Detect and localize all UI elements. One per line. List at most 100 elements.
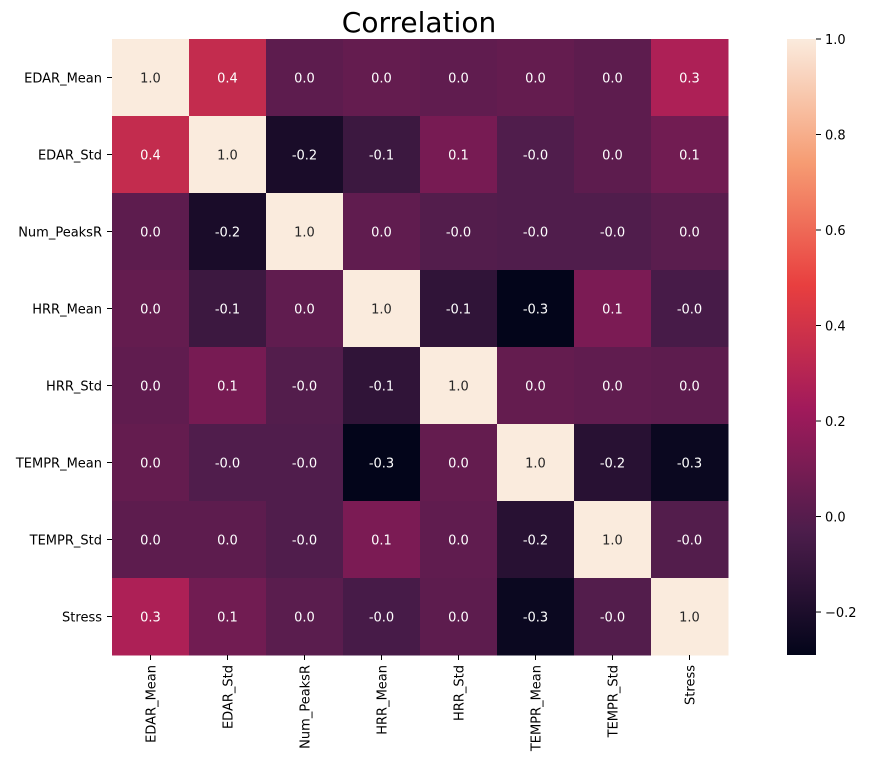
chart-title: Correlation (342, 6, 496, 39)
heatmap-cell (343, 270, 421, 348)
cell-annotation: 0.0 (525, 72, 546, 87)
colorbar-tick-label: 0.4 (825, 320, 846, 335)
heatmap-cell (420, 347, 498, 425)
cell-annotation: 1.0 (217, 149, 238, 164)
cell-annotation: 0.0 (217, 534, 238, 549)
cell-annotation: 0.0 (679, 380, 700, 395)
heatmap-cell (420, 193, 498, 271)
cell-annotation: 0.1 (448, 149, 469, 164)
cell-annotation: 1.0 (140, 72, 161, 87)
cell-annotation: 0.0 (371, 72, 392, 87)
cell-annotation: 0.0 (140, 457, 161, 472)
cell-annotation: -0.0 (292, 534, 317, 549)
cell-annotation: 0.4 (140, 149, 161, 164)
cell-annotation: -0.0 (677, 303, 702, 318)
cell-annotation: -0.2 (215, 226, 240, 241)
x-tick-label: Stress (684, 665, 699, 705)
heatmap-cell (343, 39, 421, 117)
heatmap-cell (343, 193, 421, 271)
cell-annotation: -0.0 (677, 534, 702, 549)
heatmap-cell (266, 347, 344, 425)
cell-annotation: 1.0 (371, 303, 392, 318)
heatmap-cell (420, 578, 498, 656)
cell-annotation: 0.0 (294, 611, 315, 626)
heatmap-cell (497, 347, 575, 425)
cell-annotation: 0.1 (371, 534, 392, 549)
heatmap-cell (112, 578, 190, 656)
heatmap-cell (651, 424, 729, 502)
heatmap-cell (266, 270, 344, 348)
cell-annotation: 0.0 (679, 226, 700, 241)
heatmap-cell (420, 270, 498, 348)
heatmap-cell (112, 347, 190, 425)
heatmap-cell (497, 270, 575, 348)
cell-annotation: -0.0 (600, 226, 625, 241)
cell-annotation: 0.1 (602, 303, 623, 318)
heatmap-cell (189, 193, 267, 271)
cell-annotation: 0.0 (602, 380, 623, 395)
cell-annotation: 1.0 (602, 534, 623, 549)
colorbar: −0.2 0.0 0.2 0.4 0.6 0.8 1.0 (787, 33, 857, 655)
x-axis-ticks: EDAR_Mean EDAR_Std Num_PeaksR HRR_Mean HRR_S… (145, 655, 699, 752)
y-tick-label: EDAR_Std (38, 149, 102, 164)
cell-annotation: 0.0 (448, 457, 469, 472)
y-tick-label: HRR_Mean (32, 303, 102, 318)
cell-annotation: -0.0 (600, 611, 625, 626)
cell-annotation: 0.1 (217, 611, 238, 626)
y-tick-label: TEMPR_Std (29, 534, 102, 549)
heatmap-cell (112, 39, 190, 117)
cell-annotation: 0.0 (448, 611, 469, 626)
heatmap-cell (651, 116, 729, 194)
y-tick-label: Stress (62, 611, 102, 626)
cell-annotation: 0.0 (140, 226, 161, 241)
colorbar-tick-label: 0.2 (825, 415, 846, 430)
heatmap-cell (189, 501, 267, 579)
colorbar-tick-label: 0.6 (825, 224, 846, 239)
heatmap-cell (343, 347, 421, 425)
cell-annotation: -0.1 (369, 380, 394, 395)
cell-annotation: 0.3 (679, 72, 700, 87)
heatmap-cell (497, 578, 575, 656)
cell-annotation: 1.0 (294, 226, 315, 241)
cell-annotation: 0.0 (525, 380, 546, 395)
cell-annotation: 0.0 (371, 226, 392, 241)
cell-annotation: -0.3 (369, 457, 394, 472)
heatmap-cell (266, 501, 344, 579)
heatmap-cell (266, 578, 344, 656)
heatmap-cells (112, 39, 729, 656)
cell-annotation: 0.0 (602, 72, 623, 87)
x-tick-label: HRR_Std (453, 665, 468, 721)
heatmap-cell (574, 501, 652, 579)
colorbar-tick-label: 0.8 (825, 129, 846, 144)
heatmap-cell (574, 193, 652, 271)
heatmap-cell (266, 193, 344, 271)
cell-annotation: 0.0 (140, 380, 161, 395)
cell-annotation: 1.0 (448, 380, 469, 395)
cell-annotation: 0.1 (679, 149, 700, 164)
heatmap-cell (497, 424, 575, 502)
cell-annotation: -0.1 (215, 303, 240, 318)
colorbar-tick-label: −0.2 (825, 606, 857, 621)
heatmap-cell (266, 39, 344, 117)
heatmap-cell (112, 424, 190, 502)
cell-annotation: 0.4 (217, 72, 238, 87)
cell-annotation: 1.0 (525, 457, 546, 472)
cell-annotation: -0.0 (369, 611, 394, 626)
y-tick-label: TEMPR_Mean (15, 457, 102, 472)
cell-annotation: -0.0 (523, 226, 548, 241)
cell-annotation: -0.0 (292, 380, 317, 395)
cell-annotation: 0.3 (140, 611, 161, 626)
heatmap-cell (497, 193, 575, 271)
y-tick-label: HRR_Std (46, 380, 102, 395)
cell-annotation: -0.3 (523, 303, 548, 318)
cell-annotation: -0.0 (292, 457, 317, 472)
cell-annotation: 0.0 (294, 303, 315, 318)
cell-annotation: -0.0 (215, 457, 240, 472)
x-tick-label: Num_PeaksR (299, 665, 314, 749)
heatmap-cell (420, 116, 498, 194)
x-tick-label: TEMPR_Mean (530, 665, 545, 752)
cell-annotation: 0.0 (448, 72, 469, 87)
heatmap-cell (420, 39, 498, 117)
heatmap-cell (574, 578, 652, 656)
